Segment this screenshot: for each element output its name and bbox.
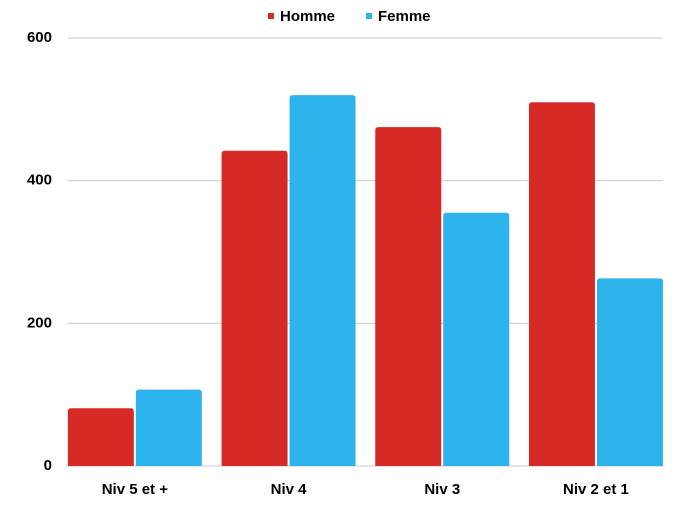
y-tick-label: 600 (27, 29, 52, 46)
bar (375, 127, 442, 467)
bar (596, 278, 663, 466)
legend-label: Homme (280, 8, 335, 25)
y-tick-label: 0 (44, 457, 52, 474)
legend-label: Femme (378, 8, 431, 25)
bar (221, 150, 288, 466)
bar (135, 389, 202, 466)
legend-swatch (268, 13, 274, 19)
legend-swatch (366, 13, 372, 19)
y-tick-label: 400 (27, 172, 52, 189)
x-tick-label: Niv 2 et 1 (563, 481, 629, 498)
bar (289, 95, 356, 467)
bar (67, 408, 134, 466)
bar (443, 212, 510, 466)
y-tick-label: 200 (27, 314, 52, 331)
x-tick-label: Niv 5 et + (102, 481, 169, 498)
x-tick-label: Niv 4 (271, 481, 308, 498)
x-tick-label: Niv 3 (424, 481, 460, 498)
bar (528, 102, 595, 466)
